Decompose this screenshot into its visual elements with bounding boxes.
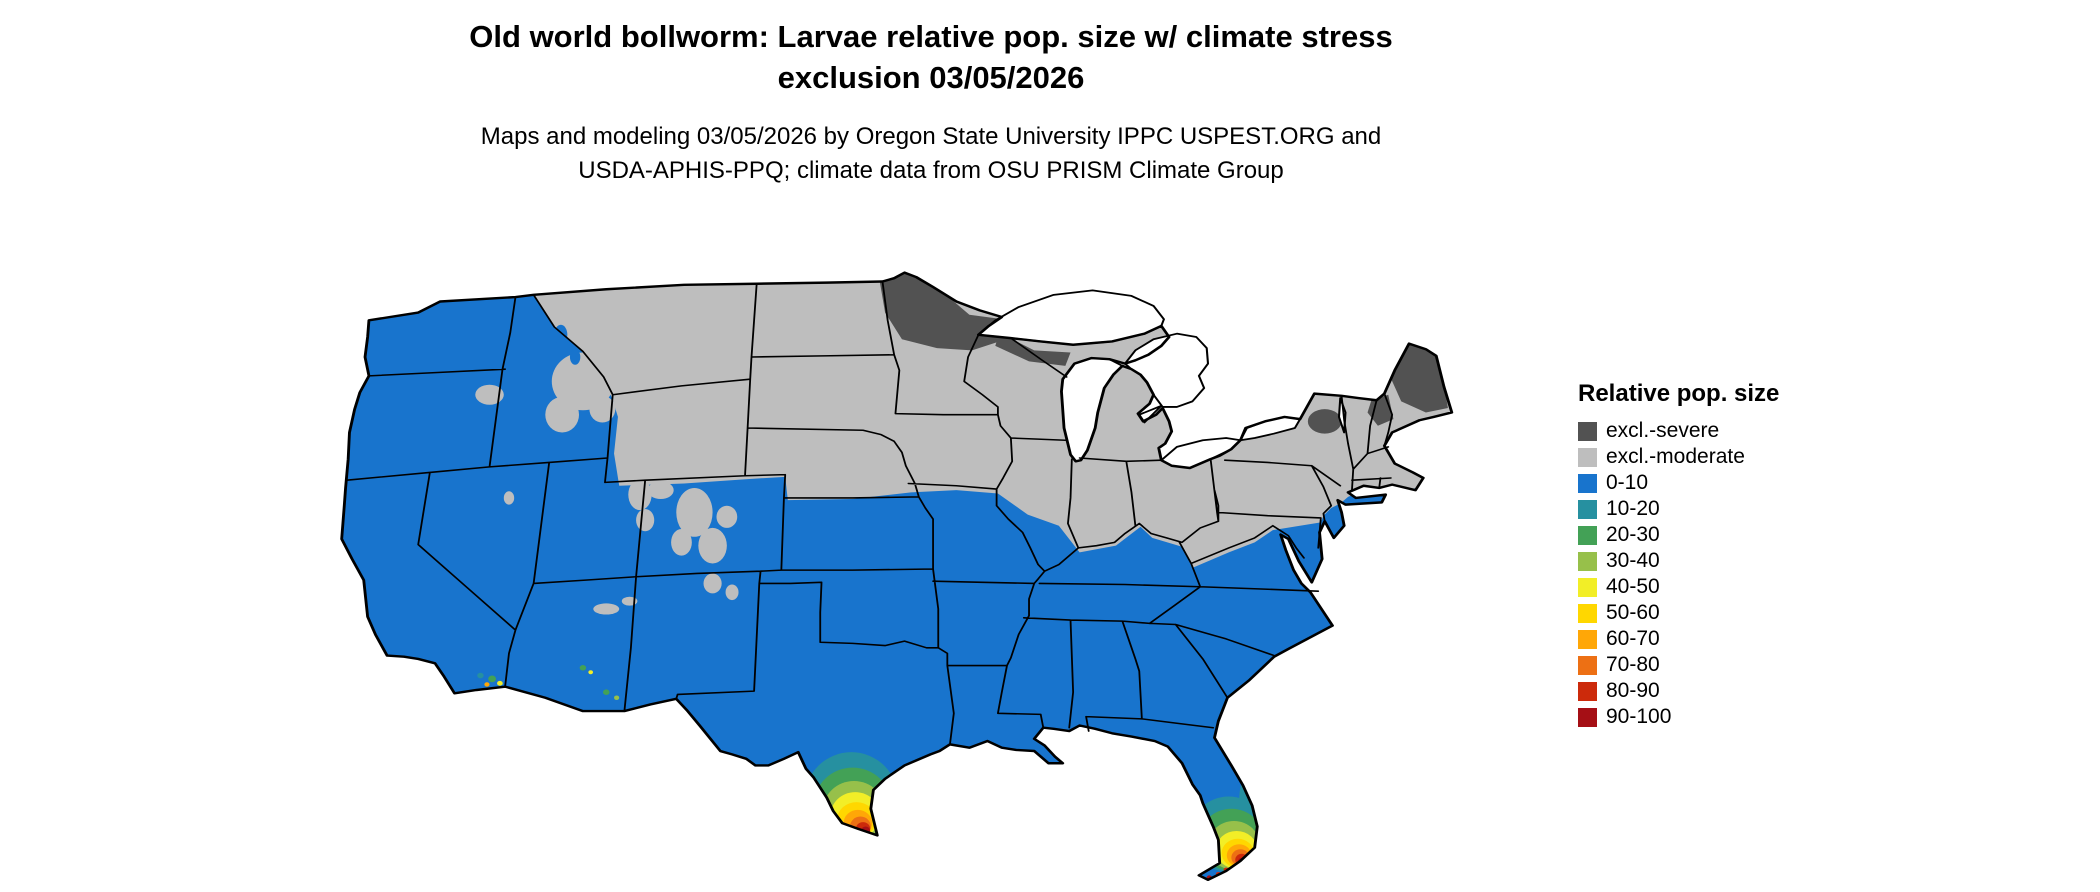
legend-swatch	[1578, 655, 1597, 675]
great-lakes	[977, 289, 1347, 469]
legend-item: 90-100	[1578, 704, 1779, 730]
legend-label: 60-70	[1606, 627, 1660, 650]
legend-label: 0-10	[1606, 471, 1649, 494]
legend-swatch	[1578, 629, 1597, 649]
legend-item: 30-40	[1578, 548, 1779, 574]
fill-hotspot-texas	[804, 752, 899, 846]
fill-moderate-patches	[475, 352, 739, 615]
legend-swatch	[1578, 577, 1597, 597]
legend-item: excl.-moderate	[1578, 444, 1779, 470]
legend-item: 0-10	[1578, 470, 1779, 496]
map-subtitle-line1: Maps and modeling 03/05/2026 by Oregon S…	[480, 123, 1382, 150]
map-fills	[341, 272, 1452, 880]
legend-item: excl.-severe	[1578, 418, 1779, 444]
legend-label: 20-30	[1606, 523, 1660, 546]
map-title-line1: Old world bollworm: Larvae relative pop.…	[469, 19, 1393, 54]
legend-label: excl.-moderate	[1606, 445, 1745, 468]
legend-title: Relative pop. size	[1578, 380, 1780, 407]
legend-item: 50-60	[1578, 600, 1779, 626]
legend-item: 80-90	[1578, 678, 1779, 704]
legend-label: 90-100	[1606, 705, 1672, 728]
legend-label: 30-40	[1606, 549, 1660, 572]
legend-swatch	[1578, 525, 1597, 545]
map-legend: Relative pop. size excl.-severe excl.-mod…	[1578, 380, 1779, 730]
legend-item: 70-80	[1578, 652, 1779, 678]
legend-swatch	[1578, 421, 1597, 441]
legend-swatch	[1578, 447, 1597, 467]
us-map-svg	[340, 271, 1454, 882]
legend-swatch	[1578, 473, 1597, 493]
legend-item: 10-20	[1578, 496, 1779, 522]
legend-swatch	[1578, 707, 1597, 727]
map-title-line2: exclusion 03/05/2026	[777, 60, 1085, 95]
legend-item: 20-30	[1578, 522, 1779, 548]
map-subtitle: Maps and modeling 03/05/2026 by Oregon S…	[0, 120, 1862, 188]
legend-swatch	[1578, 499, 1597, 519]
legend-label: 10-20	[1606, 497, 1660, 520]
legend-label: 70-80	[1606, 653, 1660, 676]
legend-swatch	[1578, 681, 1597, 701]
legend-label: 50-60	[1606, 601, 1660, 624]
map-title: Old world bollworm: Larvae relative pop.…	[0, 16, 1862, 98]
map-subtitle-line2: USDA-APHIS-PPQ; climate data from OSU PR…	[578, 157, 1284, 184]
legend-label: 80-90	[1606, 679, 1660, 702]
state-borders	[345, 280, 1394, 746]
legend-swatch	[1578, 603, 1597, 623]
legend-item: 60-70	[1578, 626, 1779, 652]
legend-swatch	[1578, 551, 1597, 571]
legend-item: 40-50	[1578, 574, 1779, 600]
us-map	[295, 226, 1540, 892]
us-outline	[340, 271, 1454, 882]
legend-items: excl.-severe excl.-moderate 0-10 10-20 20-30…	[1578, 418, 1779, 730]
legend-label: 40-50	[1606, 575, 1660, 598]
legend-label: excl.-severe	[1606, 419, 1720, 442]
